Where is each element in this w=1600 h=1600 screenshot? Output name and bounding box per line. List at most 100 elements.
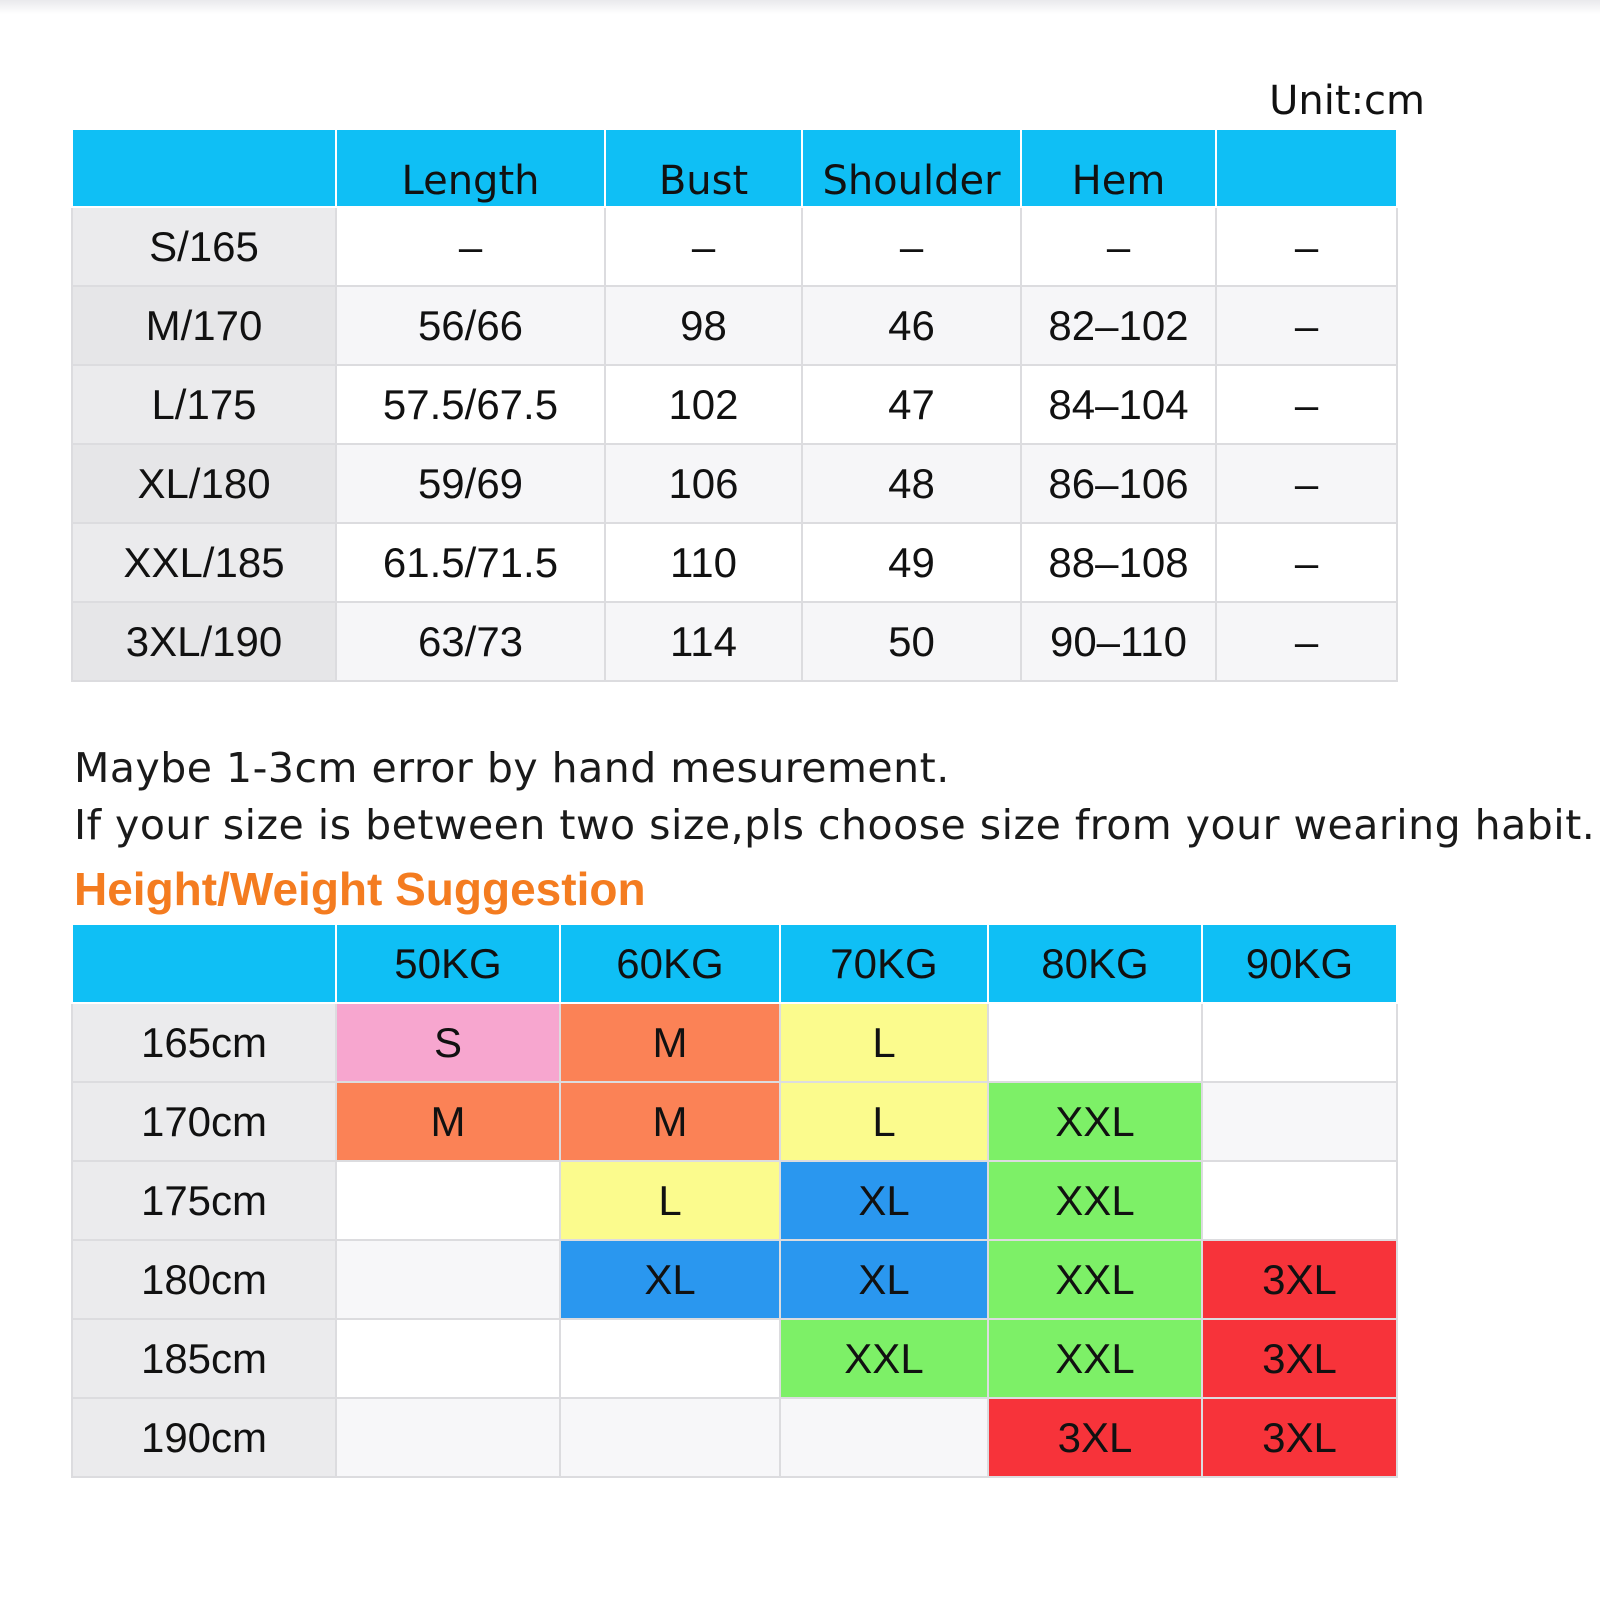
suggestion-cell: XL [779, 1239, 989, 1320]
size-chart-cell: 50 [801, 601, 1022, 682]
size-chart-header-row: Length Bust Shoulder Hem [71, 128, 1398, 208]
suggestion-row: 175cm L XL XXL [71, 1160, 1398, 1241]
suggestion-cell: 3XL [1201, 1318, 1398, 1399]
size-chart-cell: 88–108 [1020, 522, 1217, 603]
height-weight-header-row: 50KG 60KG 70KG 80KG 90KG [71, 923, 1398, 1004]
suggestion-header-label: 80KG [1041, 939, 1149, 987]
size-chart-cell: – [1215, 443, 1398, 524]
suggestion-cell [335, 1318, 561, 1399]
size-chart-cell: 114 [604, 601, 803, 682]
size-chart-cell: 59/69 [335, 443, 606, 524]
size-chart-header-label: Hem [1071, 158, 1166, 204]
size-chart-cell: – [1020, 206, 1217, 287]
size-chart-header-label: Bust [658, 158, 749, 204]
suggestion-row-label: 180cm [71, 1239, 337, 1320]
size-chart-row: 3XL/190 63/73 114 50 90–110– [71, 601, 1398, 682]
suggestion-header-cell: 90KG [1201, 923, 1398, 1004]
suggestion-title: Height/Weight Suggestion [74, 863, 646, 915]
suggestion-cell: XXL [987, 1318, 1203, 1399]
suggestion-header-cell: 70KG [779, 923, 989, 1004]
suggestion-cell [559, 1318, 781, 1399]
size-chart-row-label: XXL/185 [71, 522, 337, 603]
suggestion-row: 190cm 3XL 3XL [71, 1397, 1398, 1478]
suggestion-cell [1201, 1002, 1398, 1083]
suggestion-row: 180cm XL XL XXL 3XL [71, 1239, 1398, 1320]
suggestion-header-label: 60KG [616, 939, 724, 987]
size-chart-cell: 98 [604, 285, 803, 366]
suggestion-row-label: 190cm [71, 1397, 337, 1478]
size-chart-row: L/175 57.5/67.5 102 47 84–104– [71, 364, 1398, 445]
size-chart-table: Length Bust Shoulder Hem S/165– – – – – M/170 56/… [71, 128, 1398, 682]
suggestion-row-label: 165cm [71, 1002, 337, 1083]
suggestion-cell: M [335, 1081, 561, 1162]
size-chart-cell: 46 [801, 285, 1022, 366]
size-chart-header-cell [1215, 128, 1398, 208]
suggestion-cell: S [335, 1002, 561, 1083]
size-chart-row-label: 3XL/190 [71, 601, 337, 682]
suggestion-cell: 3XL [1201, 1239, 1398, 1320]
suggestion-cell [559, 1397, 781, 1478]
size-chart-cell: – [1215, 285, 1398, 366]
suggestion-row-label: 170cm [71, 1081, 337, 1162]
size-chart-header-label: Shoulder [822, 158, 1001, 204]
height-weight-body: 165cm S M L 170cm M M L XXL 175cm L XL XXL 180cm XL XL X… [71, 1002, 1398, 1478]
suggestion-cell: XL [559, 1239, 781, 1320]
size-chart-header-label: Length [401, 158, 540, 204]
suggestion-cell [1201, 1160, 1398, 1241]
top-shade [0, 0, 1600, 14]
suggestion-cell: XL [779, 1160, 989, 1241]
size-chart-cell: 57.5/67.5 [335, 364, 606, 445]
size-chart-row-label: S/165 [71, 206, 337, 287]
size-chart-row-label: L/175 [71, 364, 337, 445]
size-chart-cell: 86–106 [1020, 443, 1217, 524]
size-chart-cell: 90–110 [1020, 601, 1217, 682]
suggestion-cell [335, 1239, 561, 1320]
size-chart-cell: 56/66 [335, 285, 606, 366]
suggestion-cell: XXL [987, 1239, 1203, 1320]
size-chart-cell: – [1215, 522, 1398, 603]
suggestion-header-cell [71, 923, 337, 1004]
suggestion-cell: XXL [987, 1160, 1203, 1241]
suggestion-cell [335, 1397, 561, 1478]
size-chart-row: XL/180 59/69 106 48 86–106– [71, 443, 1398, 524]
measurement-notes: Maybe 1-3cm error by hand mesurement. If… [74, 740, 1595, 854]
suggestion-row: 165cm S M L [71, 1002, 1398, 1083]
suggestion-cell: XXL [987, 1081, 1203, 1162]
suggestion-cell: XXL [779, 1318, 989, 1399]
suggestion-cell: 3XL [1201, 1397, 1398, 1478]
size-chart-header-cell: Shoulder [801, 128, 1022, 208]
size-chart-header-cell: Bust [604, 128, 803, 208]
size-chart-cell: 102 [604, 364, 803, 445]
size-chart-cell: – [1215, 601, 1398, 682]
size-chart-header-cell: Hem [1020, 128, 1217, 208]
suggestion-cell [335, 1160, 561, 1241]
size-chart-cell: – [604, 206, 803, 287]
height-weight-table: 50KG 60KG 70KG 80KG 90KG 165cm S M L 170cm M M L XXL… [71, 923, 1398, 1478]
size-chart-row-label: M/170 [71, 285, 337, 366]
suggestion-row-label: 185cm [71, 1318, 337, 1399]
size-chart-cell: 82–102 [1020, 285, 1217, 366]
note-choose-size: If your size is between two size,pls cho… [74, 801, 1596, 849]
size-chart-cell: 47 [801, 364, 1022, 445]
suggestion-cell: L [779, 1002, 989, 1083]
size-chart-cell: 84–104 [1020, 364, 1217, 445]
suggestion-cell [779, 1397, 989, 1478]
size-chart-cell: 61.5/71.5 [335, 522, 606, 603]
suggestion-header-cell: 60KG [559, 923, 781, 1004]
size-chart-header-cell [71, 128, 337, 208]
size-chart-cell: 49 [801, 522, 1022, 603]
size-chart-cell: 106 [604, 443, 803, 524]
suggestion-cell: L [559, 1160, 781, 1241]
suggestion-cell: L [779, 1081, 989, 1162]
suggestion-row: 170cm M M L XXL [71, 1081, 1398, 1162]
size-chart-header-cell: Length [335, 128, 606, 208]
size-chart-cell: 48 [801, 443, 1022, 524]
size-chart-row: M/170 56/66 98 46 82–102– [71, 285, 1398, 366]
size-chart-cell: – [1215, 206, 1398, 287]
size-chart-cell: – [801, 206, 1022, 287]
size-chart-cell: 63/73 [335, 601, 606, 682]
suggestion-header-label: 50KG [394, 939, 502, 987]
suggestion-header-label: 90KG [1245, 939, 1354, 987]
note-error: Maybe 1-3cm error by hand mesurement. [74, 744, 950, 792]
size-chart-row-label: XL/180 [71, 443, 337, 524]
